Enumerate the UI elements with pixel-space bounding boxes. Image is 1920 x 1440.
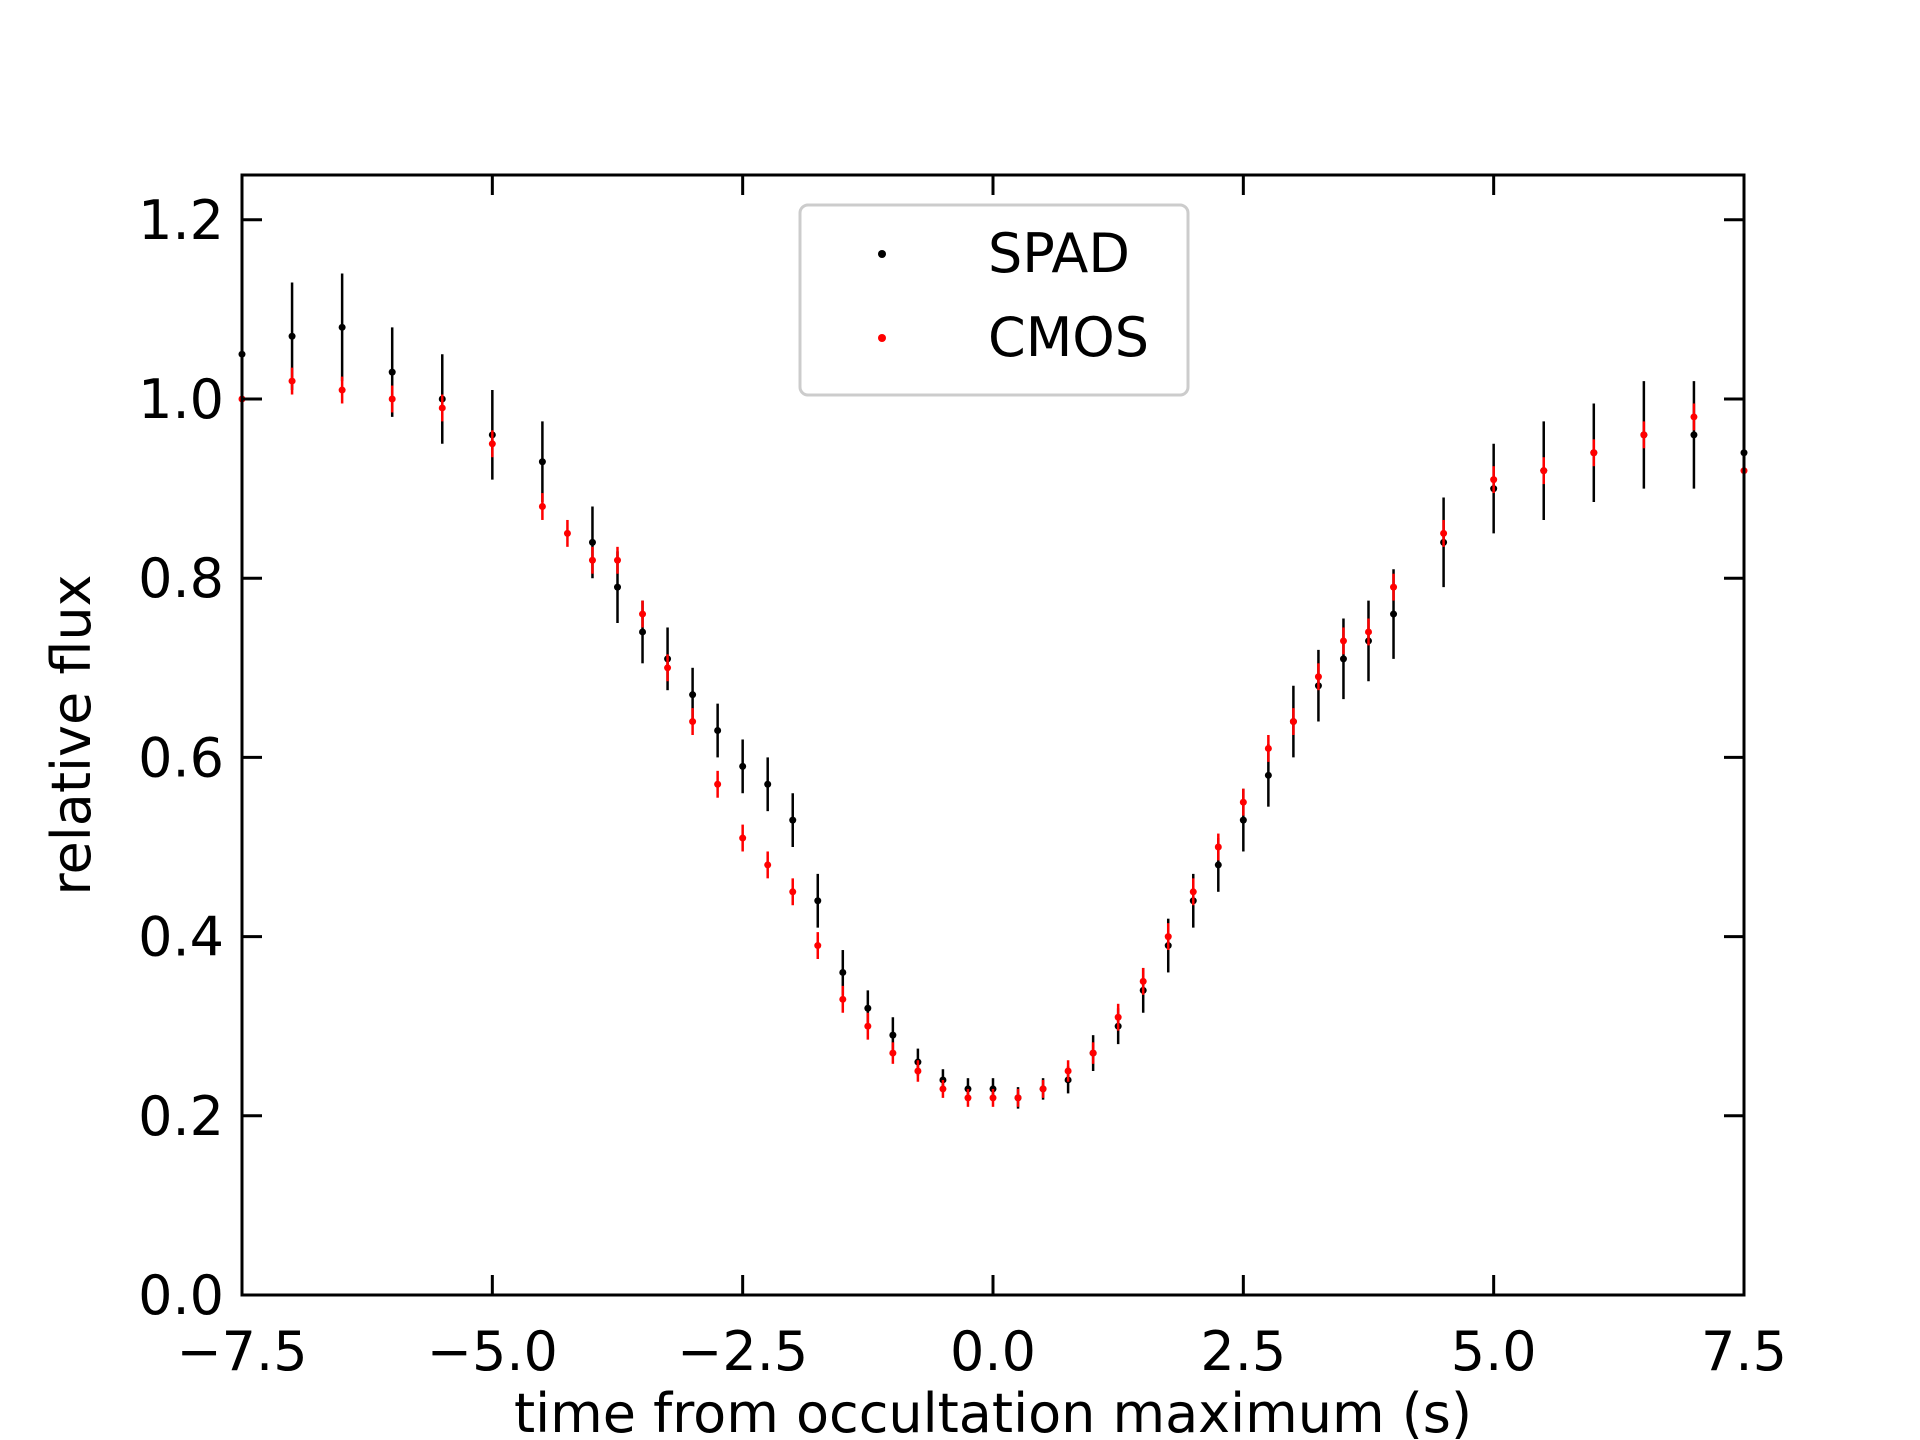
y-tick-label: 0.0	[138, 1264, 224, 1327]
data-point-spad	[639, 628, 647, 636]
data-point-cmos	[1490, 476, 1498, 484]
data-point-spad	[814, 897, 822, 905]
legend-marker-cmos	[878, 334, 886, 342]
data-point-cmos	[664, 664, 672, 672]
data-point-spad	[839, 968, 847, 976]
data-point-spad	[714, 727, 722, 735]
data-point-cmos	[1039, 1085, 1047, 1093]
data-point-spad	[1239, 816, 1247, 824]
data-point-cmos	[864, 1022, 872, 1030]
data-point-cmos	[689, 718, 697, 726]
data-point-cmos	[1139, 977, 1147, 985]
y-tick-label: 1.2	[138, 189, 224, 252]
data-point-cmos	[1239, 798, 1247, 806]
data-point-cmos	[438, 404, 446, 412]
data-point-spad	[1214, 861, 1222, 869]
x-tick-label: 2.5	[1200, 1320, 1286, 1383]
data-point-cmos	[814, 942, 822, 950]
series-cmos	[238, 367, 1748, 1107]
x-tick-label: −5.0	[427, 1320, 558, 1383]
data-point-cmos	[1064, 1067, 1072, 1075]
data-point-cmos	[1390, 583, 1398, 591]
legend-label-spad: SPAD	[988, 222, 1130, 285]
x-tick-label: 5.0	[1451, 1320, 1537, 1383]
y-tick-label: 1.0	[138, 368, 224, 431]
data-point-cmos	[488, 440, 496, 448]
data-point-cmos	[914, 1067, 922, 1075]
y-tick-label: 0.6	[138, 726, 224, 789]
axis-ticks: −7.5 −5.0 −2.5 0.0 2.5 5.0 7.5 0.0 0.2 0.4 0.6 0.8 1…	[138, 175, 1787, 1383]
data-point-cmos	[1640, 431, 1648, 439]
data-point-cmos	[739, 834, 747, 842]
data-point-cmos	[1214, 843, 1222, 851]
data-series-layer	[238, 273, 1748, 1109]
y-tick-label: 0.2	[138, 1085, 224, 1148]
legend: SPAD CMOS	[798, 203, 1190, 397]
data-point-cmos	[1314, 673, 1322, 681]
y-tick-label: 0.4	[138, 906, 224, 969]
data-point-cmos	[1189, 888, 1197, 896]
data-point-cmos	[789, 888, 797, 896]
data-point-cmos	[1590, 449, 1598, 457]
data-point-spad	[1264, 771, 1272, 779]
legend-frame	[798, 203, 1190, 397]
data-point-cmos	[939, 1085, 947, 1093]
data-point-cmos	[538, 503, 546, 511]
data-point-spad	[614, 583, 621, 591]
data-point-cmos	[839, 995, 847, 1003]
data-point-cmos	[1114, 1013, 1122, 1021]
y-tick-label: 0.8	[138, 547, 224, 610]
data-point-cmos	[388, 395, 396, 403]
data-point-cmos	[288, 377, 296, 385]
legend-label-cmos: CMOS	[988, 306, 1149, 369]
x-tick-label: −2.5	[677, 1320, 808, 1383]
data-point-cmos	[1339, 637, 1347, 645]
data-point-cmos	[1289, 718, 1297, 726]
data-point-cmos	[1264, 744, 1272, 752]
data-point-spad	[388, 368, 396, 376]
data-point-spad	[764, 780, 772, 788]
data-point-spad	[1690, 431, 1698, 439]
data-point-cmos	[614, 556, 621, 564]
data-point-cmos	[563, 529, 571, 537]
data-point-spad	[889, 1031, 897, 1039]
data-point-spad	[338, 323, 346, 331]
x-tick-label: 7.5	[1701, 1320, 1787, 1383]
y-axis-title: relative flux	[40, 574, 103, 895]
data-point-cmos	[1089, 1049, 1097, 1057]
data-point-spad	[1390, 610, 1398, 618]
data-point-spad	[789, 816, 797, 824]
data-point-spad	[739, 762, 747, 770]
x-axis-title: time from occultation maximum (s)	[514, 1382, 1472, 1440]
data-point-spad	[288, 332, 296, 340]
series-spad	[238, 273, 1748, 1109]
data-point-cmos	[1440, 529, 1448, 537]
data-point-spad	[689, 691, 697, 699]
legend-marker-spad	[878, 250, 886, 258]
data-point-cmos	[1164, 933, 1172, 941]
data-point-cmos	[1365, 628, 1372, 636]
data-point-spad	[864, 1004, 872, 1012]
data-point-cmos	[989, 1094, 997, 1102]
x-tick-label: −7.5	[176, 1320, 307, 1383]
data-point-spad	[538, 458, 546, 466]
x-tick-label: 0.0	[950, 1320, 1036, 1383]
data-point-cmos	[588, 556, 596, 564]
data-point-cmos	[639, 610, 647, 618]
data-point-cmos	[1690, 413, 1698, 421]
data-point-cmos	[964, 1094, 972, 1102]
data-point-cmos	[1540, 467, 1548, 475]
data-point-spad	[588, 538, 596, 546]
data-point-cmos	[1014, 1094, 1022, 1102]
data-point-cmos	[764, 861, 772, 869]
data-point-cmos	[889, 1049, 897, 1057]
data-point-spad	[1339, 655, 1347, 663]
data-point-cmos	[338, 386, 346, 394]
data-point-cmos	[714, 780, 722, 788]
